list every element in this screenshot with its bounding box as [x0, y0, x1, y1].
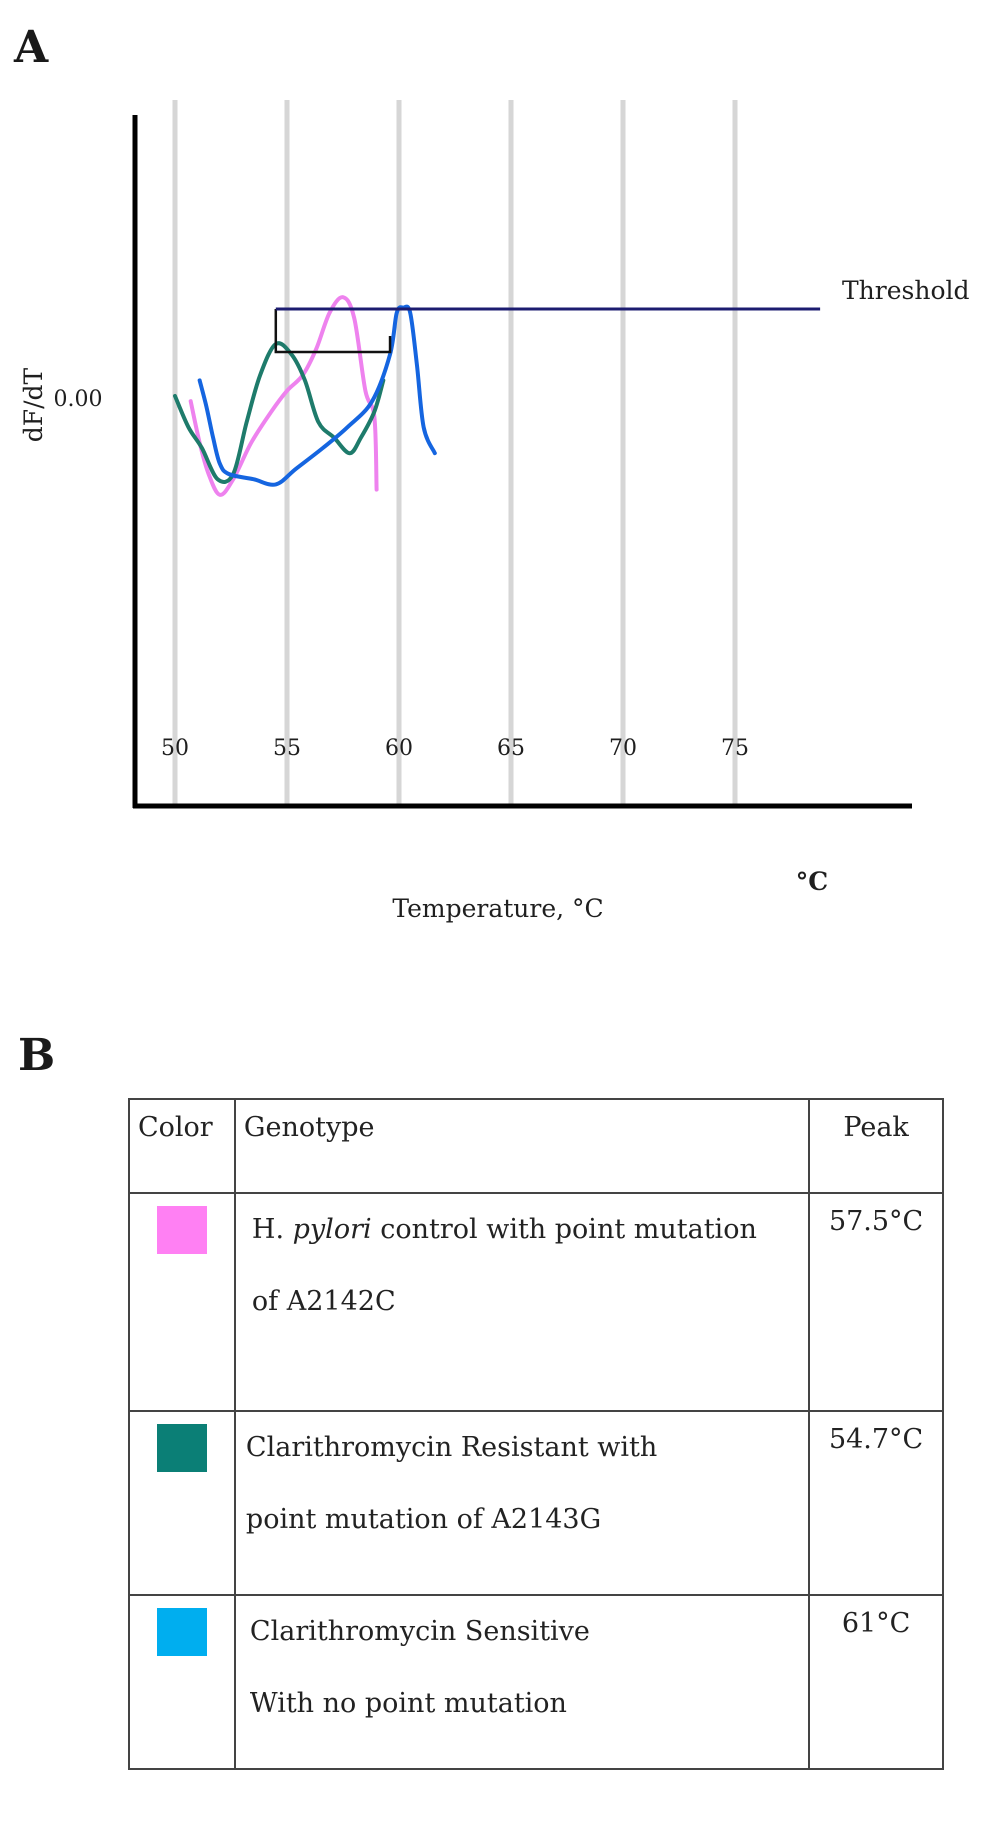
- threshold-bracket: [274, 309, 392, 354]
- panel-label-b: B: [18, 1030, 56, 1081]
- color-swatch: [156, 1206, 207, 1254]
- table-header-row: Color Genotype Peak: [128, 1098, 944, 1194]
- y-tick-label: 0.00: [54, 387, 103, 412]
- color-swatch: [156, 1424, 207, 1472]
- series-line-2: [173, 341, 386, 484]
- genotype-line-2: point mutation of A2143G: [245, 1504, 602, 1535]
- genotype-line-1: H. pylori control with point mutation: [251, 1214, 757, 1245]
- genotype-cell: H. pylori control with point mutation of…: [233, 1192, 811, 1412]
- genotype-line-1: Clarithromycin Resistant with: [245, 1432, 658, 1463]
- threshold-layer: Threshold: [275, 276, 970, 311]
- x-tick-label: 70: [609, 736, 637, 761]
- color-cell: [128, 1410, 236, 1596]
- color-swatch: [156, 1608, 207, 1656]
- peak-value: 57.5°C: [828, 1206, 924, 1237]
- series-line-1: [188, 295, 379, 497]
- series-line-3: [197, 304, 437, 487]
- header-peak: Peak: [843, 1112, 909, 1143]
- x-tick-label: 50: [161, 736, 189, 761]
- header-color-cell: Color: [128, 1098, 236, 1194]
- peak-cell: 57.5°C: [808, 1192, 944, 1412]
- x-tick-label: 55: [273, 736, 301, 761]
- tick-layer: 50 55 60 65 70 75: [161, 736, 749, 761]
- genotype-line-1: Clarithromycin Sensitive: [249, 1616, 590, 1647]
- genotype-line-2: With no point mutation: [249, 1688, 567, 1719]
- genotype-table: Color Genotype Peak H. pylori control wi…: [128, 1098, 944, 1770]
- header-color: Color: [138, 1112, 213, 1143]
- genotype-cell: Clarithromycin Sensitive With no point m…: [233, 1594, 811, 1770]
- x-tick-label: 65: [497, 736, 525, 761]
- grid-layer: [172, 100, 738, 804]
- table-row: Clarithromycin Resistant with point muta…: [128, 1410, 944, 1596]
- axes-layer: [132, 115, 912, 809]
- peak-cell: 61°C: [808, 1594, 944, 1770]
- panel-label-a: A: [14, 22, 49, 73]
- series-layer: [173, 295, 437, 497]
- header-peak-cell: Peak: [808, 1098, 944, 1194]
- table-row: H. pylori control with point mutation of…: [128, 1192, 944, 1412]
- genotype-line-2: of A2142C: [251, 1286, 396, 1317]
- peak-cell: 54.7°C: [808, 1410, 944, 1596]
- peak-value: 61°C: [841, 1608, 911, 1639]
- peak-value: 54.7°C: [828, 1424, 924, 1455]
- header-genotype: Genotype: [243, 1112, 375, 1143]
- color-cell: [128, 1192, 236, 1412]
- threshold-label: Threshold: [842, 276, 970, 305]
- y-axis-title: dF/dT: [19, 367, 48, 442]
- x-tick-label: 60: [385, 736, 413, 761]
- x-axis-title: Temperature, °C: [392, 894, 603, 923]
- table-row: Clarithromycin Sensitive With no point m…: [128, 1594, 944, 1770]
- x-tick-label: 75: [721, 736, 749, 761]
- x-unit-label: °C: [796, 867, 828, 896]
- melt-curve-chart: Threshold 50 55 60 65 70 75 0.00 dF/dT °C Tem…: [19, 100, 970, 923]
- genotype-cell: Clarithromycin Resistant with point muta…: [233, 1410, 811, 1596]
- header-genotype-cell: Genotype: [233, 1098, 811, 1194]
- color-cell: [128, 1594, 236, 1770]
